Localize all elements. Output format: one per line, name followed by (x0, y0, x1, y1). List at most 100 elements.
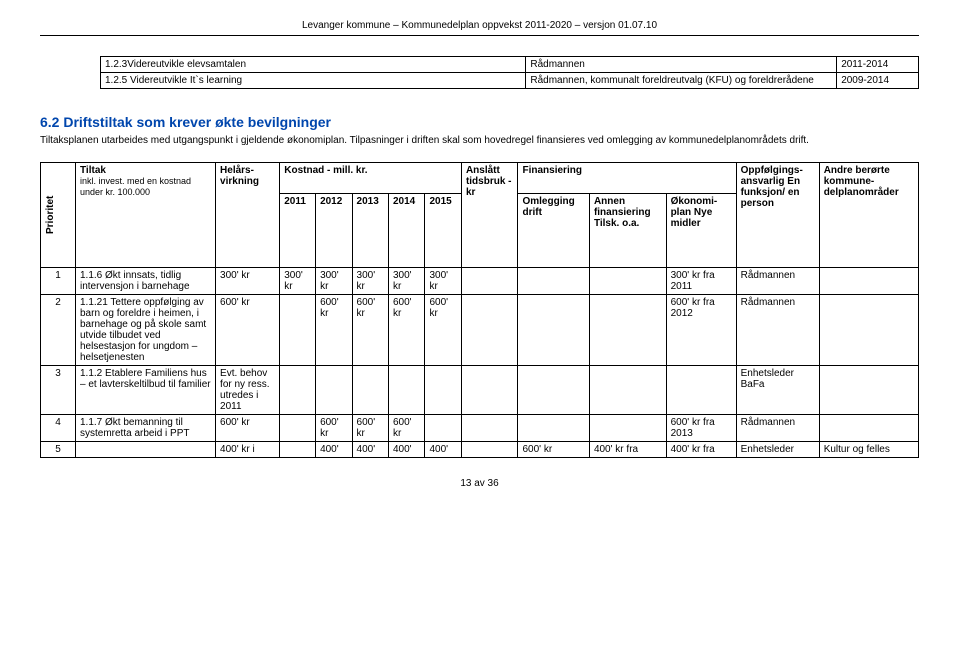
table-row: 11.1.6 Økt innsats, tidlig intervensjon … (41, 268, 919, 295)
table-cell (518, 295, 589, 366)
table-cell: Evt. behov for ny ress. utredes i 2011 (216, 366, 280, 415)
table-cell: 1 (41, 268, 76, 295)
table-cell (461, 295, 518, 366)
table-cell: 600' kr (316, 295, 352, 366)
table-cell: 300' kr (389, 268, 425, 295)
table-row: 5400' kr i400'400'400'400'600' kr400' kr… (41, 442, 919, 458)
table-cell: 600' kr (216, 295, 280, 366)
table-cell: 5 (41, 442, 76, 458)
table-cell (280, 442, 316, 458)
table-cell (666, 366, 736, 415)
table-cell (461, 366, 518, 415)
col-finans-group: Finansiering (518, 163, 736, 194)
table-cell: 2009-2014 (837, 73, 919, 89)
table-cell (518, 415, 589, 442)
header-underline (40, 35, 919, 36)
table-cell (589, 415, 666, 442)
main-table: Prioritet Tiltak inkl. invest. med en ko… (40, 162, 919, 458)
table-cell (461, 268, 518, 295)
table-cell: 600' kr (216, 415, 280, 442)
table-cell: 600' kr (352, 295, 388, 366)
col-kostnad-group: Kostnad - mill. kr. (280, 163, 462, 194)
table-cell: Rådmannen (736, 415, 819, 442)
table-cell: 400' kr fra (666, 442, 736, 458)
col-oppfolg: Oppfølgings-ansvarlig En funksjon/ en pe… (736, 163, 819, 268)
table-cell: 600' kr (316, 415, 352, 442)
table-cell (461, 442, 518, 458)
table-cell (389, 366, 425, 415)
col-priority: Prioritet (41, 163, 76, 268)
table-cell: 2011-2014 (837, 57, 919, 73)
table-cell: 400' (389, 442, 425, 458)
table-cell: 600' kr (352, 415, 388, 442)
table-cell (819, 366, 918, 415)
table-cell: Rådmannen (526, 57, 837, 73)
col-annen: Annen finansiering Tilsk. o.a. (589, 194, 666, 268)
col-helars: Helårs-virkning (216, 163, 280, 268)
table-cell (819, 268, 918, 295)
section-title-text: Driftstiltak som krever økte bevilgninge… (63, 114, 331, 130)
section-number: 6.2 (40, 114, 59, 130)
table-cell: 1.1.7 Økt bemanning til systemretta arbe… (76, 415, 216, 442)
table-cell: Rådmannen (736, 295, 819, 366)
table-cell: 400' kr i (216, 442, 280, 458)
col-2013: 2013 (352, 194, 388, 268)
table-cell: 1.1.6 Økt innsats, tidlig intervensjon i… (76, 268, 216, 295)
col-2012: 2012 (316, 194, 352, 268)
col-tiltak: Tiltak inkl. invest. med en kostnad unde… (76, 163, 216, 268)
table-cell: 1.1.21 Tettere oppfølging av barn og for… (76, 295, 216, 366)
col-anslatt: Anslått tidsbruk - kr (461, 163, 518, 268)
top-table: 1.2.3Videreutvikle elevsamtalenRådmannen… (100, 56, 919, 89)
page-footer: 13 av 36 (40, 478, 919, 489)
table-cell (819, 415, 918, 442)
table-cell (280, 415, 316, 442)
table-cell: Rådmannen, kommunalt foreldreutvalg (KFU… (526, 73, 837, 89)
section-text: Tiltaksplanen utarbeides med utgangspunk… (40, 134, 919, 147)
table-cell: 600' kr fra 2013 (666, 415, 736, 442)
table-cell (280, 366, 316, 415)
table-cell (316, 366, 352, 415)
table-cell: 400' (352, 442, 388, 458)
table-cell (819, 295, 918, 366)
table-cell: 300' kr (352, 268, 388, 295)
table-cell: 600' kr (518, 442, 589, 458)
table-row: 31.1.2 Etablere Familiens hus – et lavte… (41, 366, 919, 415)
table-cell (280, 295, 316, 366)
table-cell (589, 366, 666, 415)
table-cell: Kultur og felles (819, 442, 918, 458)
table-cell: 600' kr (389, 295, 425, 366)
table-row: 41.1.7 Økt bemanning til systemretta arb… (41, 415, 919, 442)
table-cell: 3 (41, 366, 76, 415)
table-cell (461, 415, 518, 442)
table-cell (589, 268, 666, 295)
table-cell: 400' kr fra (589, 442, 666, 458)
table-cell: 300' kr (216, 268, 280, 295)
table-cell (425, 366, 461, 415)
table-cell (589, 295, 666, 366)
col-2015: 2015 (425, 194, 461, 268)
page-header: Levanger kommune – Kommunedelplan oppvek… (40, 20, 919, 31)
table-cell: 1.2.5 Videreutvikle It`s learning (101, 73, 526, 89)
table-cell: Rådmannen (736, 268, 819, 295)
table-cell: 300' kr fra 2011 (666, 268, 736, 295)
col-2014: 2014 (389, 194, 425, 268)
table-cell: 600' kr fra 2012 (666, 295, 736, 366)
table-cell: 300' kr (316, 268, 352, 295)
section-title: 6.2 Driftstiltak som krever økte bevilgn… (40, 114, 919, 130)
col-omlegging: Omlegging drift (518, 194, 589, 268)
table-cell: 4 (41, 415, 76, 442)
table-row: 21.1.21 Tettere oppfølging av barn og fo… (41, 295, 919, 366)
table-cell (518, 268, 589, 295)
table-row: 1.2.5 Videreutvikle It`s learningRådmann… (101, 73, 919, 89)
table-cell: 400' (316, 442, 352, 458)
table-cell: 1.1.2 Etablere Familiens hus – et lavter… (76, 366, 216, 415)
table-cell: 2 (41, 295, 76, 366)
table-cell: 600' kr (389, 415, 425, 442)
table-row: 1.2.3Videreutvikle elevsamtalenRådmannen… (101, 57, 919, 73)
table-cell: 300' kr (280, 268, 316, 295)
table-cell (76, 442, 216, 458)
table-cell: Enhetsleder (736, 442, 819, 458)
table-cell: 300' kr (425, 268, 461, 295)
table-cell (518, 366, 589, 415)
table-cell: 400' (425, 442, 461, 458)
